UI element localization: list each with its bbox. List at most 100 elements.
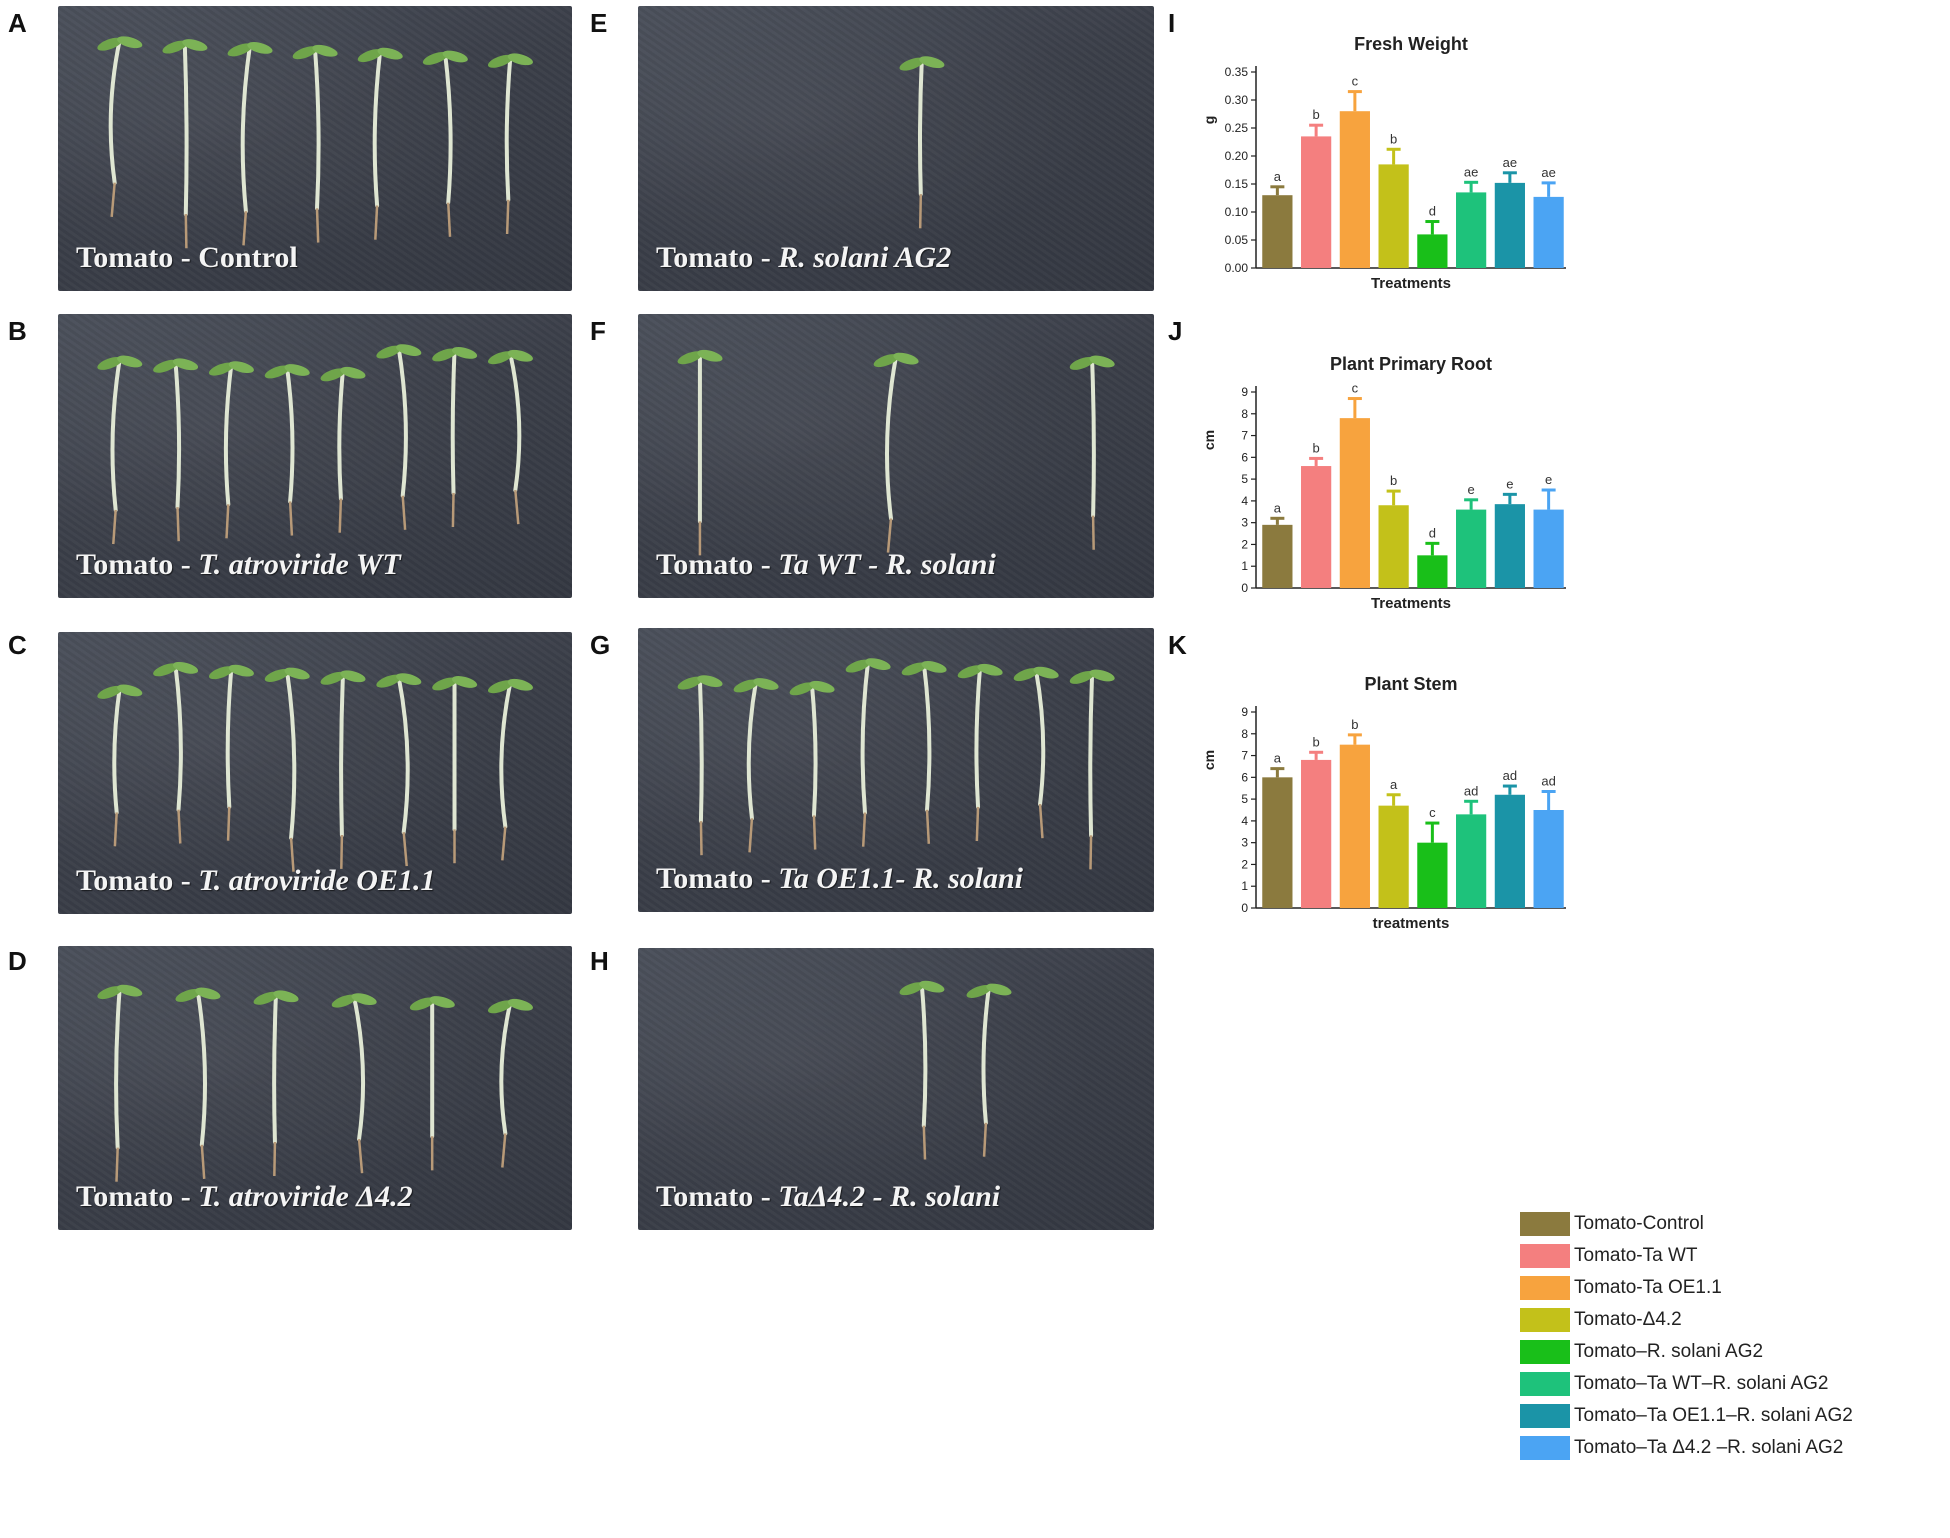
seedling	[422, 50, 468, 237]
caption-t-atroviride-wt: Tomato - T. atroviride WT	[76, 548, 401, 581]
y-tick-label: 3	[1241, 516, 1248, 530]
legend-item: Tomato-Control	[1520, 1208, 1940, 1240]
chart-plant-stem: Plant Stem 0 1 2 3 4 5 6 7 8 9 cm treatments a b b a c ad a…	[1196, 664, 1930, 954]
y-tick-label: 9	[1241, 385, 1248, 399]
y-tick-label: 0	[1241, 581, 1248, 595]
significance-label: e	[1506, 476, 1513, 491]
seedling	[292, 44, 338, 243]
legend-swatch	[1520, 1276, 1570, 1300]
seedling	[331, 993, 377, 1174]
caption-ta-oe1-1-r-solani: Tomato - Ta OE1.1- R. solani	[656, 862, 1024, 895]
caption-ta-wt-r-solani: Tomato - Ta WT - R. solani	[656, 548, 996, 581]
seedling	[487, 998, 533, 1168]
photo-r-solani-ag2: Tomato - R. solani AG2	[638, 6, 1154, 291]
bar	[1533, 810, 1564, 908]
bar	[1262, 524, 1293, 588]
caption-tomato-control: Tomato - Control	[76, 241, 298, 274]
bar	[1262, 777, 1293, 908]
y-tick-label: 5	[1241, 472, 1248, 486]
y-tick-label: 2	[1241, 537, 1248, 551]
bar	[1339, 111, 1370, 268]
significance-label: b	[1313, 107, 1320, 122]
caption-r-solani-ag2: Tomato - R. solani AG2	[656, 241, 952, 274]
legend-label: Tomato–Ta Δ4.2 –R. solani AG2	[1574, 1437, 1844, 1458]
chart-plant-primary-root-svg: Plant Primary Root 0 1 2 3 4 5 6 7 8 9 cm Treatments…	[1201, 354, 1566, 612]
chart-title: Plant Stem	[1364, 674, 1457, 694]
legend-label: Tomato–Ta OE1.1–R. solani AG2	[1574, 1405, 1853, 1426]
panel-letter-k: K	[1168, 630, 1187, 660]
y-axis-label: cm	[1201, 430, 1217, 450]
seedlings-illustration	[677, 349, 1115, 556]
photo-t-atroviride-d4-2: Tomato - T. atroviride Δ4.2	[58, 946, 572, 1230]
photo-ta-wt-r-solani: Tomato - Ta WT - R. solani	[638, 314, 1154, 598]
y-tick-label: 3	[1241, 836, 1248, 850]
significance-label: b	[1390, 131, 1397, 146]
seedling	[899, 56, 945, 229]
panel-letter-f: F	[590, 316, 606, 346]
caption-t-atroviride-d4-2: Tomato - T. atroviride Δ4.2	[76, 1180, 413, 1213]
seedling	[789, 680, 835, 850]
seedling	[376, 344, 422, 530]
bar	[1378, 805, 1409, 908]
seedling	[487, 678, 533, 861]
y-tick-label: 1	[1241, 879, 1248, 893]
seedling	[1069, 669, 1115, 870]
chart-fresh-weight-svg: Fresh Weight 0.00 0.05 0.10 0.15 0.20 0.25 0.30…	[1201, 34, 1566, 292]
seedling	[873, 352, 919, 553]
chart-plant-primary-root: Plant Primary Root 0 1 2 3 4 5 6 7 8 9 cm Treatments…	[1196, 344, 1930, 634]
seedling	[153, 358, 199, 542]
photo-ta-oe1-1-r-solani: Tomato - Ta OE1.1- R. solani	[638, 628, 1154, 912]
bar	[1494, 182, 1525, 268]
seedling	[227, 42, 273, 246]
seedling	[845, 658, 891, 847]
significance-label: ae	[1503, 155, 1517, 170]
panel-letter-b: B	[8, 316, 27, 346]
seedling	[264, 667, 310, 872]
legend-item: Tomato-Ta WT	[1520, 1240, 1940, 1272]
seedling	[208, 361, 254, 539]
y-tick-label: 9	[1241, 705, 1248, 719]
panel-letter-h: H	[590, 946, 609, 976]
y-tick-label: 2	[1241, 857, 1248, 871]
bar	[1456, 814, 1487, 908]
bar	[1301, 466, 1332, 588]
seedlings-illustration	[97, 661, 533, 872]
panel-letter-g: G	[590, 630, 611, 660]
panel-letter-c: C	[8, 630, 27, 660]
y-tick-label: 8	[1241, 407, 1248, 421]
legend-swatch	[1520, 1244, 1570, 1268]
y-tick-label: 0.10	[1225, 205, 1249, 219]
y-tick-label: 4	[1241, 814, 1248, 828]
panel-letter-e: E	[590, 8, 608, 38]
chart-title: Fresh Weight	[1354, 34, 1468, 54]
bar	[1378, 164, 1409, 268]
significance-label: d	[1429, 525, 1436, 540]
significance-label: ae	[1541, 165, 1555, 180]
seedling	[733, 678, 779, 853]
caption-ta-d4-2-r-solani: Tomato - TaΔ4.2 - R. solani	[656, 1180, 1001, 1213]
seedling	[966, 983, 1012, 1157]
bar	[1494, 794, 1525, 908]
seedling	[901, 661, 947, 844]
bar	[1456, 509, 1487, 588]
y-tick-label: 7	[1241, 429, 1248, 443]
seedling	[677, 349, 723, 556]
y-tick-label: 8	[1241, 727, 1248, 741]
bar	[1494, 504, 1525, 588]
legend-label: Tomato-Ta WT	[1574, 1245, 1698, 1266]
chart-fresh-weight: Fresh Weight 0.00 0.05 0.10 0.15 0.20 0.25 0.30…	[1196, 24, 1930, 314]
panel-letter-d: D	[8, 946, 27, 976]
legend-item: Tomato–Ta OE1.1–R. solani AG2	[1520, 1400, 1940, 1432]
legend-swatch	[1520, 1340, 1570, 1364]
bar	[1378, 505, 1409, 588]
seedling	[264, 364, 310, 536]
y-axis-label: cm	[1201, 750, 1217, 770]
seedlings-illustration	[97, 36, 533, 249]
seedling	[432, 347, 478, 528]
significance-label: a	[1390, 777, 1398, 792]
seedling	[97, 684, 143, 847]
seedling	[153, 661, 199, 844]
significance-label: e	[1545, 472, 1552, 487]
seedling	[1069, 355, 1115, 550]
y-axis-label: g	[1201, 116, 1217, 125]
